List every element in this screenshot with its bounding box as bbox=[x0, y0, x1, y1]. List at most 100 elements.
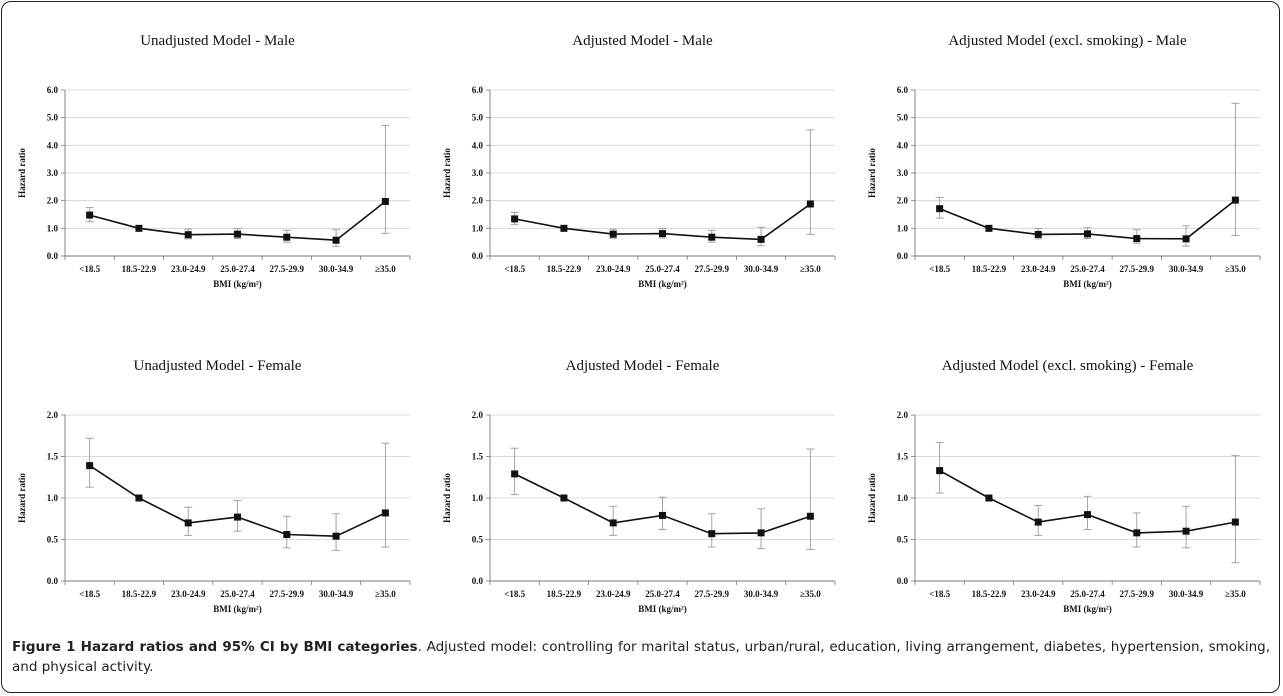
y-axis-label: Hazard ratio bbox=[867, 473, 877, 523]
data-point bbox=[283, 233, 291, 241]
y-tick-label: 4.0 bbox=[472, 140, 484, 150]
y-tick-label: 4.0 bbox=[897, 140, 909, 150]
x-tick-label: ≥35.0 bbox=[800, 589, 821, 599]
x-tick-label: 25.0-27.4 bbox=[645, 264, 680, 274]
chart-title: Unadjusted Model - Female bbox=[134, 358, 302, 374]
x-axis-label: BMI (kg/m²) bbox=[1063, 604, 1111, 614]
x-tick-label: <18.5 bbox=[929, 264, 950, 274]
data-point bbox=[283, 531, 291, 539]
y-tick-label: 1.0 bbox=[47, 493, 59, 503]
x-tick-label: <18.5 bbox=[79, 264, 100, 274]
x-tick-label: 23.0-24.9 bbox=[1021, 264, 1056, 274]
data-point bbox=[560, 224, 568, 232]
error-bar bbox=[1231, 102, 1240, 236]
y-tick-label: 0.0 bbox=[472, 576, 484, 586]
data-point bbox=[609, 519, 617, 527]
data-point bbox=[135, 494, 143, 502]
y-tick-label: 1.5 bbox=[897, 452, 909, 462]
y-tick-label: 0.5 bbox=[897, 535, 909, 545]
y-tick-label: 0.0 bbox=[47, 576, 59, 586]
data-point bbox=[806, 200, 814, 208]
data-point bbox=[1182, 527, 1190, 535]
x-axis-label: BMI (kg/m²) bbox=[638, 604, 686, 614]
x-axis-label: BMI (kg/m²) bbox=[1063, 279, 1111, 289]
y-tick-label: 0.5 bbox=[47, 535, 59, 545]
x-tick-label: 27.5-29.9 bbox=[270, 264, 305, 274]
data-point bbox=[86, 462, 94, 470]
y-tick-label: 2.0 bbox=[47, 196, 59, 206]
data-point bbox=[708, 233, 716, 241]
y-tick-label: 0.0 bbox=[897, 576, 909, 586]
x-axis-label: BMI (kg/m²) bbox=[213, 279, 261, 289]
x-tick-label: 30.0-34.9 bbox=[319, 589, 354, 599]
y-tick-label: 6.0 bbox=[897, 85, 909, 95]
y-tick-label: 1.0 bbox=[472, 493, 484, 503]
y-tick-label: 5.0 bbox=[897, 113, 909, 123]
chart-panel-4: Unadjusted Model - Female 0.0 0.5 1.0 1.5 2.0… bbox=[17, 358, 411, 614]
data-point bbox=[1084, 230, 1091, 238]
data-point bbox=[135, 224, 143, 232]
data-point bbox=[560, 494, 568, 502]
chart-panel-5: Adjusted Model - Female 0.0 0.5 1.0 1.5 2.0 <1… bbox=[442, 358, 836, 614]
y-tick-label: 2.0 bbox=[47, 410, 59, 420]
data-point bbox=[1084, 511, 1091, 519]
y-axis-label: Hazard ratio bbox=[442, 473, 452, 523]
data-point bbox=[381, 197, 389, 205]
chart-title: Adjusted Model - Female bbox=[566, 358, 720, 374]
data-point bbox=[1182, 235, 1190, 243]
data-point bbox=[511, 470, 519, 478]
figure-caption: Figure 1 Hazard ratios and 95% CI by BMI… bbox=[12, 637, 1270, 677]
x-tick-label: 25.0-27.4 bbox=[1070, 589, 1105, 599]
y-tick-label: 0.0 bbox=[472, 251, 484, 261]
y-tick-label: 0.5 bbox=[472, 535, 484, 545]
y-tick-label: 1.0 bbox=[472, 223, 484, 233]
data-point bbox=[609, 230, 617, 238]
y-tick-label: 3.0 bbox=[47, 168, 59, 178]
data-point bbox=[511, 215, 519, 223]
data-point bbox=[1034, 230, 1042, 238]
x-tick-label: 30.0-34.9 bbox=[744, 264, 779, 274]
data-point bbox=[659, 230, 666, 238]
x-tick-label: 30.0-34.9 bbox=[319, 264, 354, 274]
data-point bbox=[381, 509, 389, 517]
x-tick-label: 27.5-29.9 bbox=[1120, 589, 1155, 599]
x-tick-label: 30.0-34.9 bbox=[1169, 589, 1204, 599]
chart-title: Adjusted Model (excl. smoking) - Male bbox=[948, 33, 1187, 49]
error-bar bbox=[381, 442, 390, 548]
data-point bbox=[332, 532, 340, 540]
error-bar bbox=[1231, 455, 1240, 564]
y-axis-label: Hazard ratio bbox=[442, 148, 452, 198]
chart-title: Adjusted Model - Male bbox=[572, 33, 713, 49]
y-axis-label: Hazard ratio bbox=[17, 473, 27, 523]
error-bar bbox=[1182, 505, 1191, 549]
y-tick-label: 2.0 bbox=[897, 410, 909, 420]
y-tick-label: 3.0 bbox=[472, 168, 484, 178]
data-point bbox=[86, 211, 94, 219]
x-tick-label: <18.5 bbox=[929, 589, 950, 599]
caption-lead: Figure 1 Hazard ratios and 95% CI by BMI… bbox=[12, 639, 418, 655]
data-point bbox=[184, 231, 192, 239]
chart-panel-2: Adjusted Model - Male 0.0 1.0 2.0 3.0 4.0 5.0 6… bbox=[442, 33, 836, 289]
x-tick-label: 27.5-29.9 bbox=[695, 264, 730, 274]
x-tick-label: 30.0-34.9 bbox=[744, 589, 779, 599]
error-bar bbox=[806, 448, 815, 550]
x-tick-label: 27.5-29.9 bbox=[695, 589, 730, 599]
data-point bbox=[1133, 529, 1141, 537]
y-tick-label: 1.0 bbox=[47, 223, 59, 233]
x-tick-label: 23.0-24.9 bbox=[596, 264, 631, 274]
data-point bbox=[708, 530, 716, 538]
chart-panel-3: Adjusted Model (excl. smoking) - Male 0.0… bbox=[867, 33, 1261, 289]
data-point bbox=[757, 529, 765, 537]
y-tick-label: 1.0 bbox=[897, 493, 909, 503]
error-bar bbox=[381, 124, 390, 234]
y-tick-label: 5.0 bbox=[47, 113, 59, 123]
y-tick-label: 1.5 bbox=[47, 452, 59, 462]
y-tick-label: 0.0 bbox=[47, 251, 59, 261]
x-tick-label: ≥35.0 bbox=[1225, 264, 1246, 274]
error-bar bbox=[757, 508, 766, 550]
data-point bbox=[936, 467, 944, 475]
x-tick-label: 18.5-22.9 bbox=[547, 264, 582, 274]
x-tick-label: 30.0-34.9 bbox=[1169, 264, 1204, 274]
y-tick-label: 1.5 bbox=[472, 452, 484, 462]
